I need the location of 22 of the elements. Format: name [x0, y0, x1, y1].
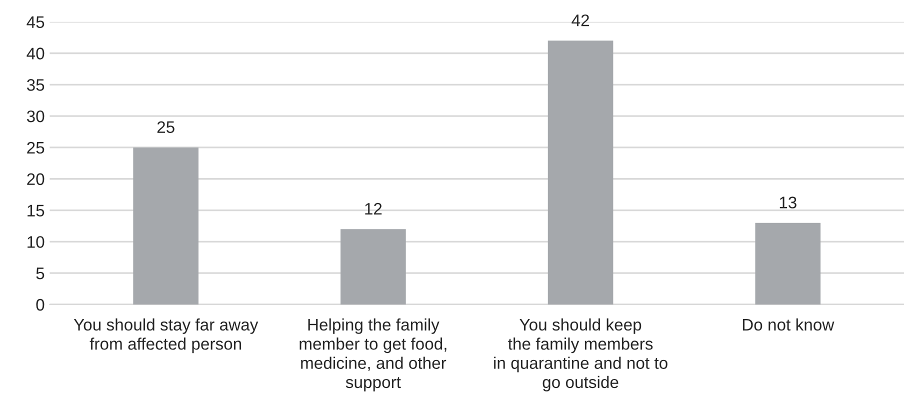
data-label: 13	[780, 196, 796, 208]
y-tick-label: 45	[26, 16, 44, 28]
data-label: 42	[572, 14, 589, 26]
bar	[755, 222, 821, 304]
x-tick-label: You should stay far away from affected person	[74, 318, 258, 354]
data-label: 12	[365, 202, 382, 215]
y-tick-label: 15	[28, 204, 44, 216]
x-tick-label: Helping the family member to get food, medicine, and other support	[300, 318, 446, 392]
y-tick-label: 20	[27, 173, 44, 186]
bar	[133, 147, 198, 304]
y-tick-label: 30	[26, 110, 44, 122]
y-tick-label: 35	[26, 79, 44, 91]
y-tick-label: 0	[36, 298, 44, 311]
bar	[548, 40, 614, 304]
y-tick-label: 5	[36, 268, 44, 280]
y-tick-label: 10	[28, 236, 44, 248]
bar	[340, 229, 406, 304]
x-tick-label: Do not know	[742, 318, 834, 331]
y-tick-label: 40	[26, 48, 44, 60]
x-tick-label: You should keep the family members in quarantine and not to go outside	[494, 318, 668, 392]
y-tick-label: 25	[27, 142, 44, 154]
data-label: 25	[157, 121, 174, 134]
